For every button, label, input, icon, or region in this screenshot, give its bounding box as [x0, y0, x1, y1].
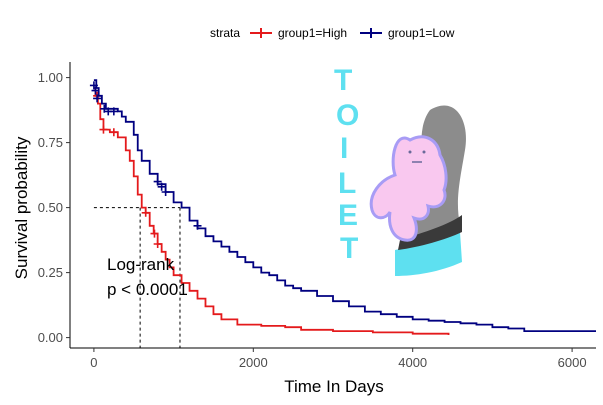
y-tick-label: 0.00	[38, 330, 63, 345]
toilet-ghost-illustration: T O I L E T	[334, 64, 466, 276]
x-tick-label: 6000	[558, 355, 587, 370]
overlay-letter: E	[338, 199, 358, 232]
legend-label-high: group1=High	[278, 26, 347, 40]
censor-mark	[141, 208, 150, 217]
legend-title: strata	[210, 26, 240, 40]
censor-mark	[89, 81, 98, 90]
censor-mark	[157, 182, 166, 191]
x-tick-label: 0	[90, 355, 97, 370]
censor-mark	[109, 128, 118, 137]
y-tick-label: 1.00	[38, 70, 63, 85]
axes: 0.00 0.25 0.50 0.75 1.00 0 2000 4000 6000	[38, 62, 596, 370]
overlay-letter: T	[340, 232, 358, 265]
toilet-rim-dark	[398, 215, 462, 250]
censor-mark	[91, 86, 100, 95]
toilet-rim	[395, 232, 462, 276]
median-lines	[93, 207, 181, 348]
censor-mark	[153, 240, 162, 248]
y-tick-label: 0.50	[38, 200, 63, 215]
censor-mark	[99, 125, 108, 134]
censor-mark	[161, 188, 170, 196]
survival-curves	[89, 79, 596, 335]
ghost-eye-left	[408, 150, 412, 154]
legend-key-high-cross	[256, 28, 266, 38]
censor-mark	[193, 221, 202, 230]
legend-label-low: group1=Low	[388, 26, 455, 40]
censor-mark	[93, 94, 102, 103]
survival-curve-low	[93, 79, 596, 332]
overlay-letter: T	[334, 64, 352, 97]
overlay-letter: I	[340, 132, 348, 165]
x-axis-title: Time In Days	[284, 377, 384, 396]
censor-mark	[153, 177, 162, 186]
y-tick-label: 0.75	[38, 135, 63, 150]
overlay-letter: L	[338, 167, 356, 200]
legend: strata group1=High group1=Low	[210, 26, 455, 40]
ghost-figure	[369, 135, 448, 242]
ghost-eye-right	[422, 150, 426, 154]
logrank-label: Log-rank	[107, 255, 175, 274]
overlay-letter: O	[336, 99, 359, 132]
legend-key-low-cross	[366, 28, 376, 38]
censor-mark	[150, 229, 159, 238]
y-axis-title: Survival probability	[12, 136, 31, 279]
censor-mark	[109, 107, 118, 116]
y-tick-label: 0.25	[38, 265, 63, 280]
x-tick-label: 4000	[398, 355, 427, 370]
pvalue-label: p < 0.0001	[107, 280, 188, 299]
x-tick-label: 2000	[239, 355, 268, 370]
